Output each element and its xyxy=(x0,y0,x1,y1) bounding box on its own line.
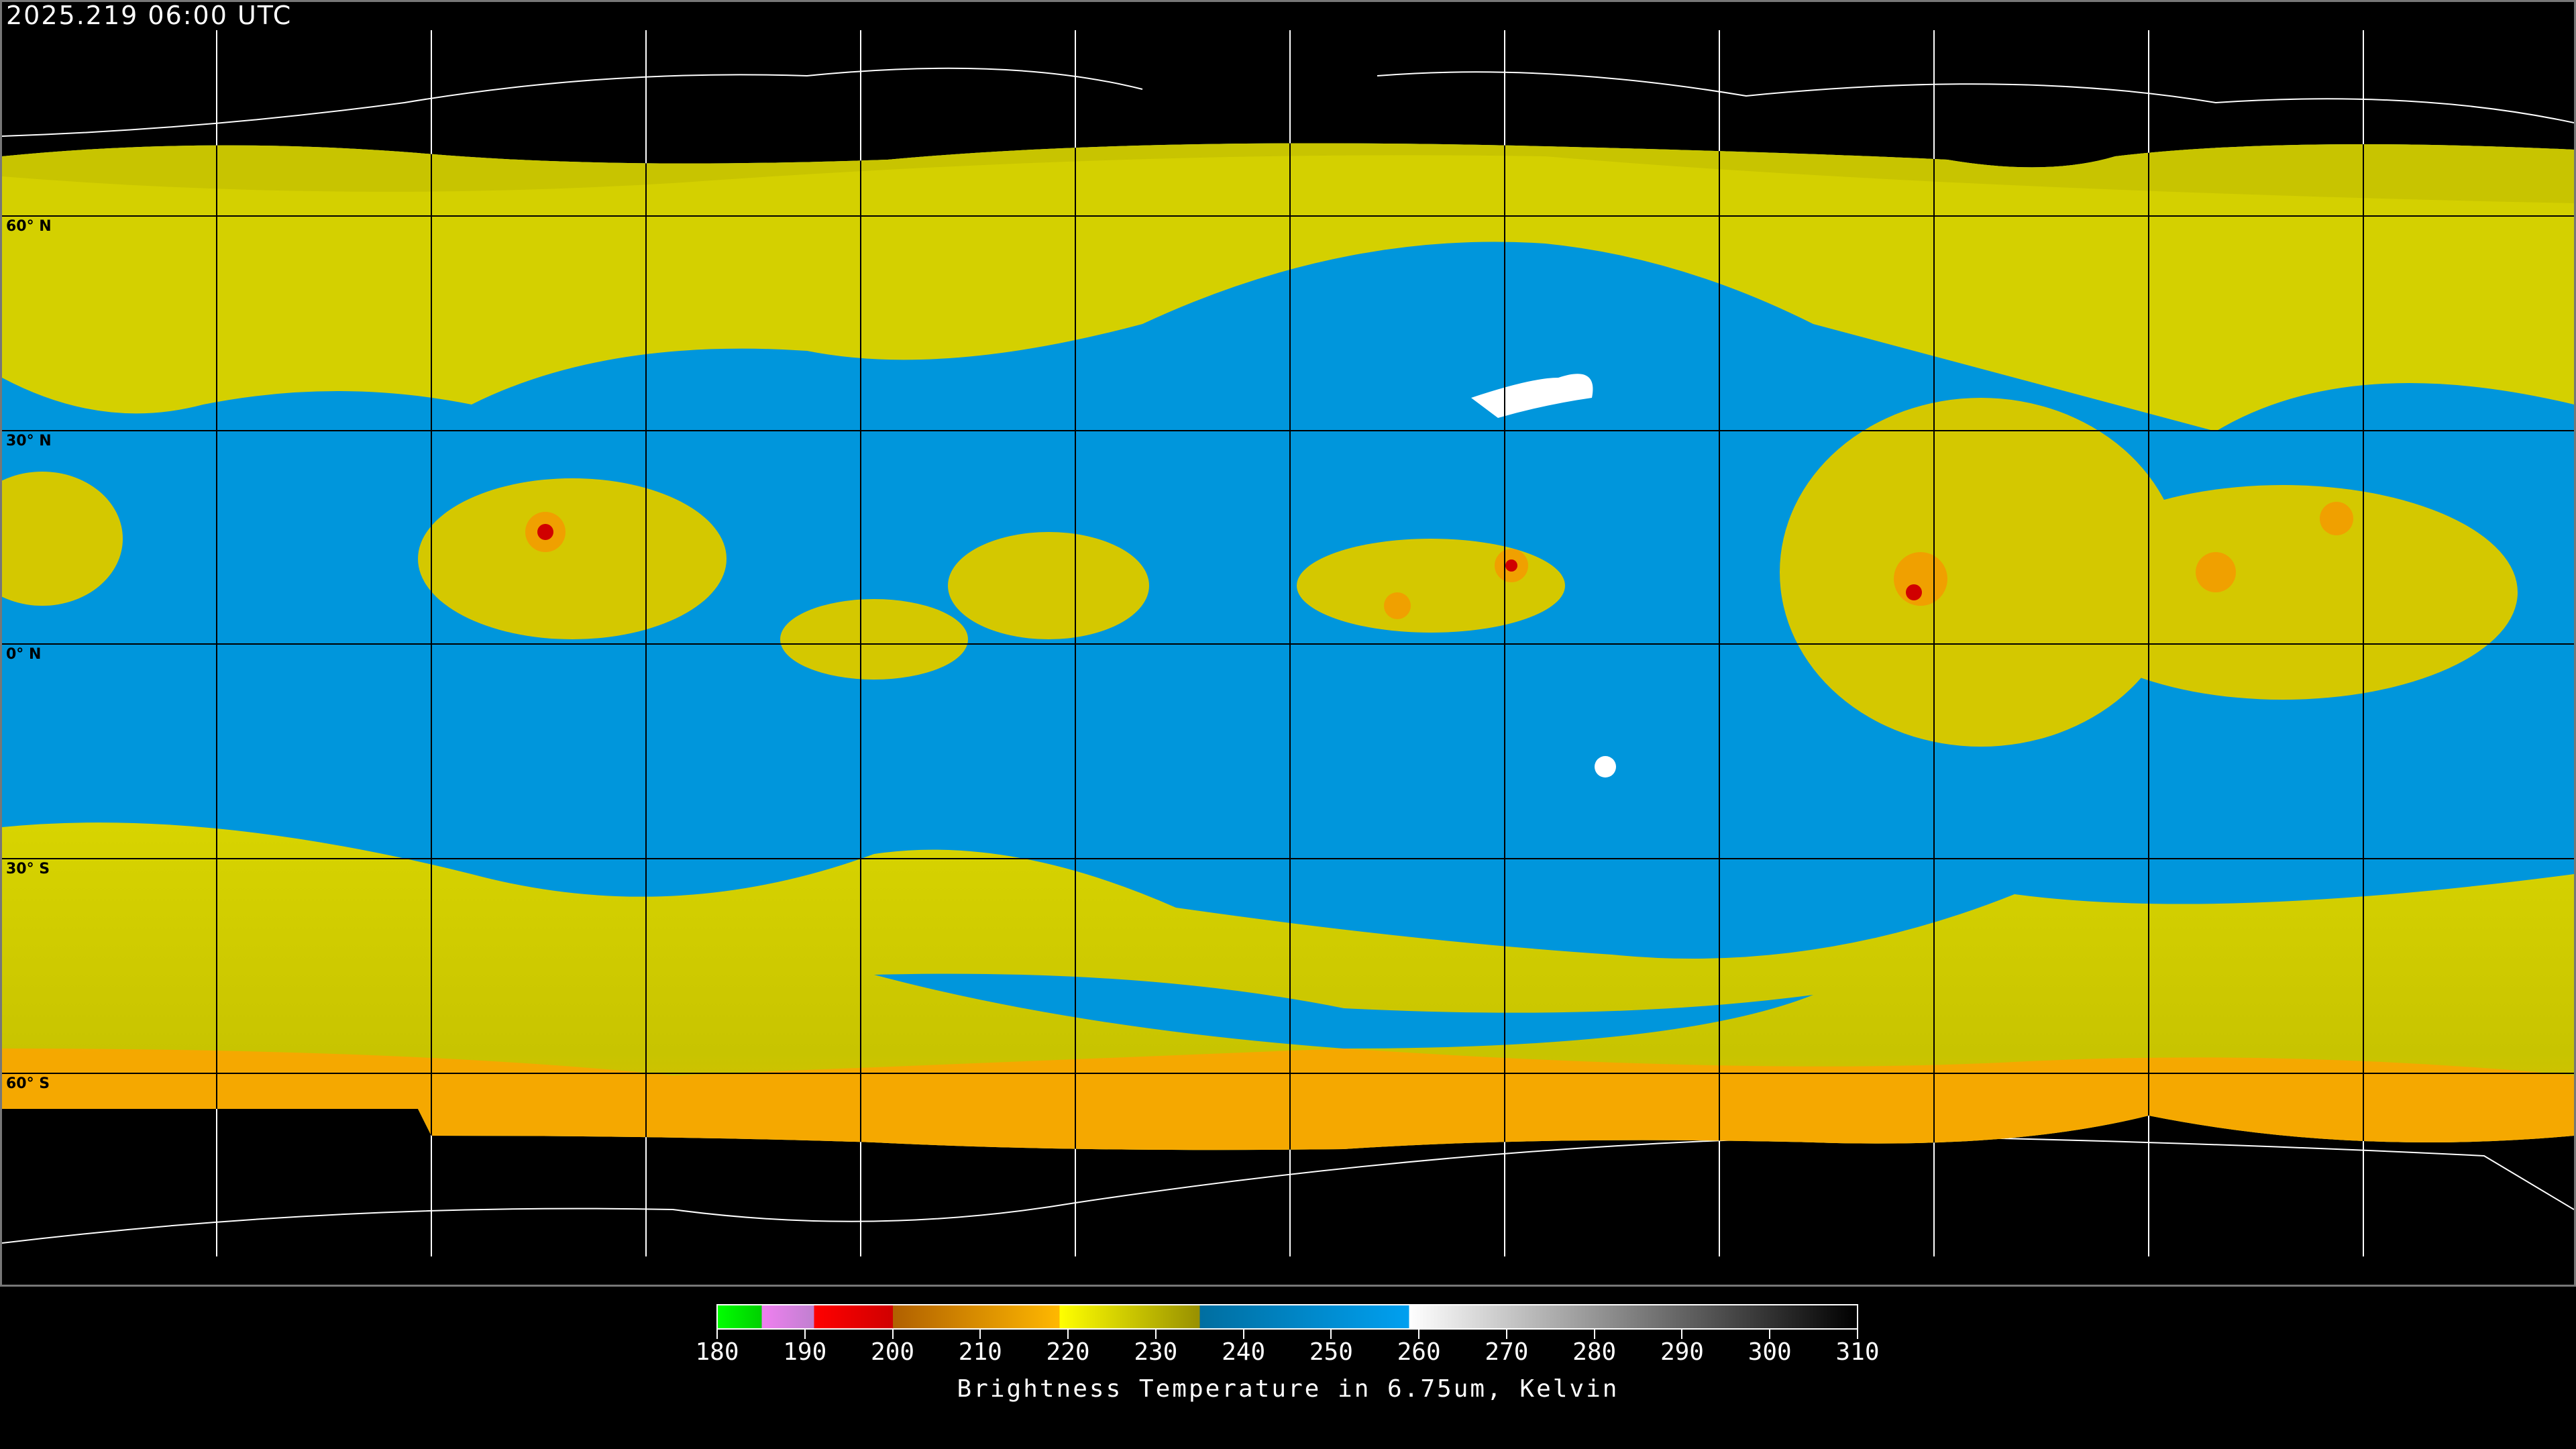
colorbar-tick xyxy=(804,1330,806,1339)
colorbar-tick-label: 250 xyxy=(1309,1338,1353,1366)
lat-label-60n: 60° N xyxy=(6,218,52,235)
colorbar xyxy=(716,1304,1858,1330)
colorbar-tick-label: 190 xyxy=(783,1338,827,1366)
lat-label-0: 0° N xyxy=(6,646,42,663)
colorbar-tick xyxy=(1681,1330,1683,1339)
colorbar-tick-label: 280 xyxy=(1572,1338,1617,1366)
colorbar-label: Brightness Temperature in 6.75um, Kelvin xyxy=(957,1375,1619,1403)
colorbar-tick xyxy=(716,1330,718,1339)
colorbar-tick-label: 240 xyxy=(1222,1338,1266,1366)
colorbar-tick-label: 230 xyxy=(1134,1338,1178,1366)
colorbar-tick-label: 290 xyxy=(1660,1338,1704,1366)
colorbar-tick xyxy=(1505,1330,1507,1339)
graticule xyxy=(2,143,2574,1150)
lat-label-60s: 60° S xyxy=(6,1075,50,1092)
timestamp: 2025.219 06:00 UTC xyxy=(6,1,292,30)
colorbar-tick-label: 210 xyxy=(958,1338,1002,1366)
satellite-image xyxy=(1,2,2575,1285)
colorbar-tick-label: 200 xyxy=(871,1338,915,1366)
water-vapor-map: 2025.219 06:00 UTC 60° N 30° N 0° N 30° … xyxy=(0,0,2576,1287)
colorbar-tick xyxy=(892,1330,894,1339)
colorbar-tick-label: 300 xyxy=(1748,1338,1792,1366)
colorbar-tick xyxy=(1330,1330,1332,1339)
colorbar-tick xyxy=(1067,1330,1069,1339)
colorbar-tick xyxy=(1155,1330,1157,1339)
colorbar-tick xyxy=(979,1330,981,1339)
colorbar-tick xyxy=(1769,1330,1771,1339)
colorbar-tick-label: 310 xyxy=(1835,1338,1880,1366)
lat-label-30s: 30° S xyxy=(6,861,50,877)
colorbar-tick xyxy=(1857,1330,1858,1339)
colorbar-tick-label: 180 xyxy=(695,1338,739,1366)
colorbar-tick-label: 220 xyxy=(1046,1338,1090,1366)
coastline-outline xyxy=(1,67,2575,1244)
lat-label-30n: 30° N xyxy=(6,433,52,449)
colorbar-tick-label: 260 xyxy=(1397,1338,1441,1366)
colorbar-tick xyxy=(1593,1330,1595,1339)
colorbar-tick-label: 270 xyxy=(1485,1338,1529,1366)
colorbar-tick xyxy=(1242,1330,1244,1339)
colorbar-tick xyxy=(1418,1330,1420,1339)
